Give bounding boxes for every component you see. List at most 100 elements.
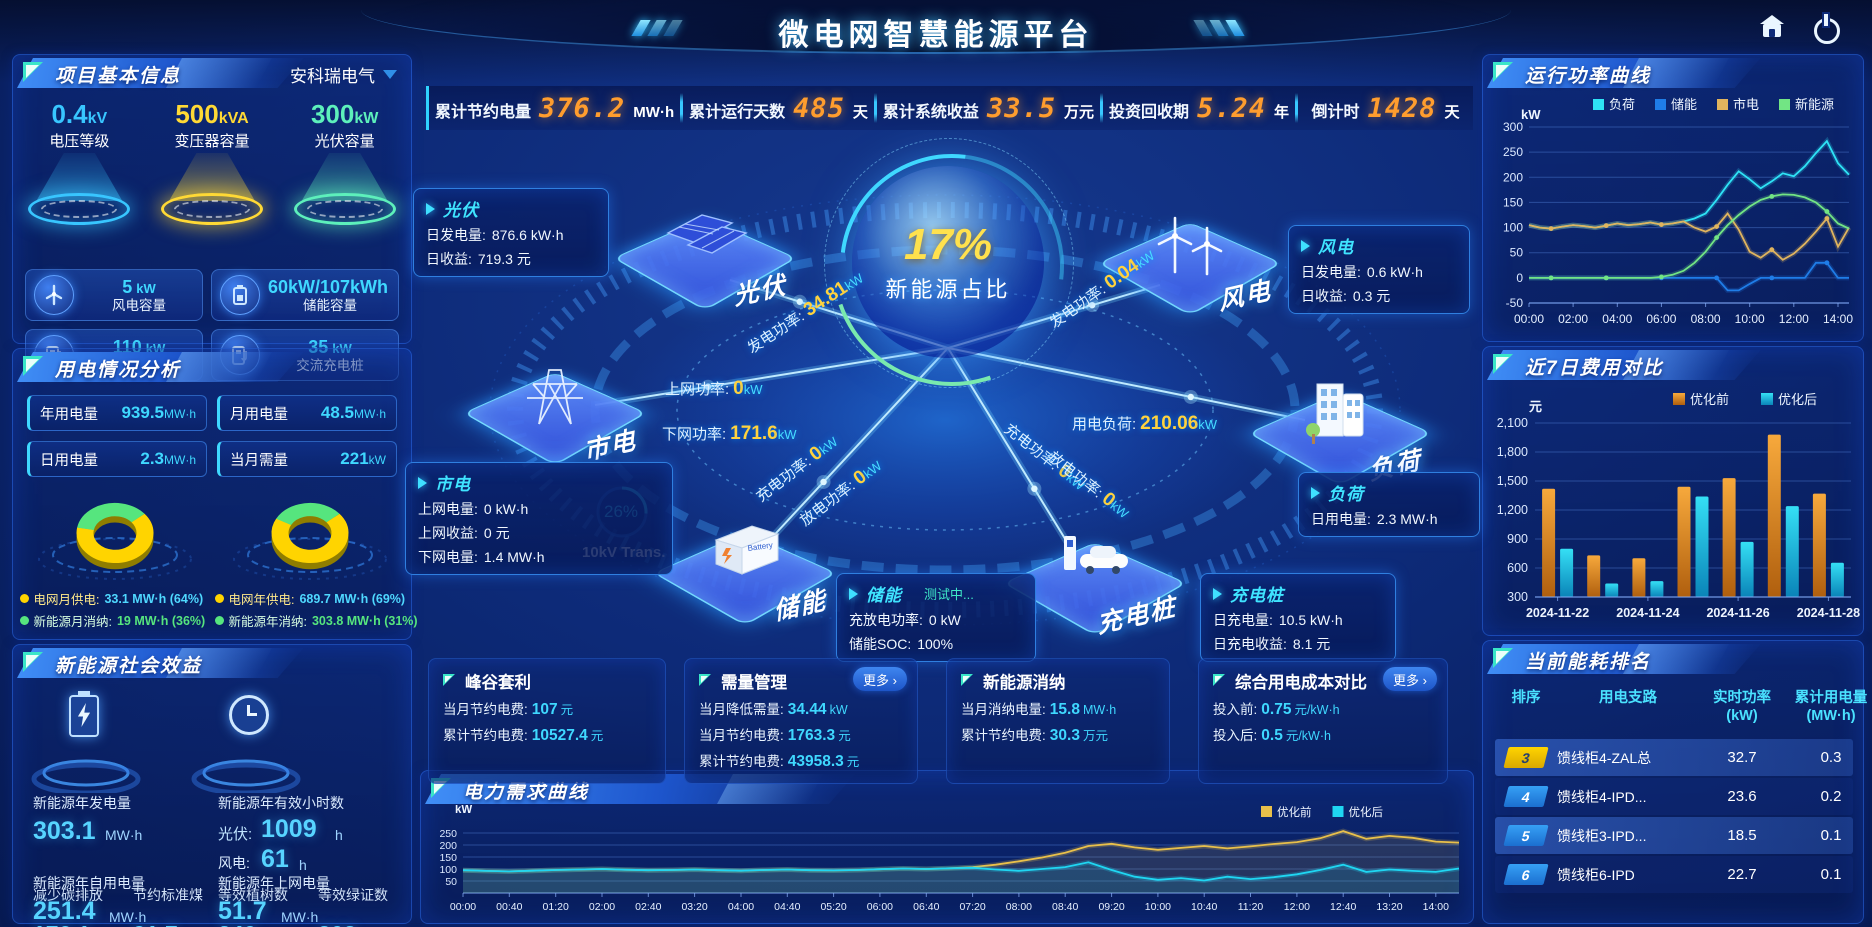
- page-title: 微电网智慧能源平台: [778, 19, 1094, 52]
- panel-title: 近7日费用对比: [1525, 358, 1664, 379]
- capacity-card: 60kW/107kWh 储能容量: [210, 269, 399, 321]
- branch-name: 馈线柜3-IPD...: [1557, 827, 1647, 844]
- info-row-value: 1.4 MW·h: [483, 549, 545, 565]
- usage-stat-value: 2.3MW·h: [140, 449, 196, 469]
- social-benefit-body: 新能源年发电量 303.1 MW·h 新能源年有效小时数 光伏: 1009 h 风电: 61 h 新…: [13, 681, 411, 927]
- kpi-value: 485: [793, 92, 845, 124]
- capacity-cones: 0.4kV 电压等级 500kVA 变压器容量 300kW 光伏容量: [13, 99, 411, 249]
- rank-badge: 5: [1503, 825, 1549, 847]
- table-row[interactable]: 5 馈线柜3-IPD... 18.5 0.1: [1495, 817, 1853, 855]
- chevron-right-icon: [418, 476, 427, 489]
- mini-row-label: 当月消纳电量:: [961, 702, 1046, 717]
- company-select[interactable]: 安科瑞电气: [290, 62, 397, 87]
- svg-text:14:00: 14:00: [1823, 312, 1853, 326]
- capacity-cone: 0.4kV 电压等级: [19, 99, 139, 249]
- info-row-value: 0 kW: [928, 612, 961, 628]
- panel-title: 运行功率曲线: [1525, 66, 1652, 87]
- mini-row-label: 累计节约电费:: [961, 728, 1046, 743]
- table-row[interactable]: 4 馈线柜4-IPD... 23.6 0.2: [1495, 778, 1853, 816]
- usage-stat-chip: 月用电量 48.5MW·h: [217, 395, 397, 431]
- flow-value: 210.06: [1140, 413, 1199, 434]
- usage-stat-unit: MW·h: [354, 407, 386, 421]
- panel-corner-icon: [443, 674, 457, 688]
- svg-text:10:00: 10:00: [1145, 901, 1171, 913]
- kpi-bar: 累计节约电量 376.2 MW·h 累计运行天数 485 天累计系统收益 33.5 万元 投资回…: [426, 86, 1473, 130]
- usage-donuts: 电网月供电: 33.1 MW·h (64%) 新能源月消纳: 19 MW·h (36%…: [17, 489, 418, 630]
- mini-row-unit: MW·h: [1082, 703, 1117, 717]
- donut-chart: 电网月供电: 33.1 MW·h (64%) 新能源月消纳: 19 MW·h (36%…: [19, 489, 210, 630]
- mini-row-label: 投入后:: [1213, 728, 1258, 743]
- total-energy: 0.1: [1820, 827, 1842, 845]
- svg-text:200: 200: [439, 840, 457, 852]
- mini-row-label: 累计节约电费:: [699, 754, 784, 769]
- new-energy-generation-icon: [69, 691, 99, 737]
- ranking-header: 排序 用电支路 实时功率 (kW) 累计用电量 (MW·h): [1495, 689, 1868, 725]
- power-icon[interactable]: [1808, 14, 1842, 44]
- flow-unit: kW: [743, 382, 763, 397]
- svg-text:04:00: 04:00: [1602, 312, 1632, 326]
- panel-corner-icon: [1493, 62, 1515, 84]
- mini-row-label: 投入前:: [1213, 702, 1258, 717]
- kpi-value: 5.24: [1197, 92, 1267, 124]
- chevron-right-icon: [1213, 587, 1222, 600]
- usage-stat-number: 2.3: [140, 449, 164, 468]
- cone-value-unit: kV: [87, 110, 108, 127]
- mini-panel-title: 综合用电成本对比: [1235, 674, 1367, 692]
- mini-panel-row: 累计节约电费: 30.3 万元: [961, 724, 1155, 745]
- svg-text:04:00: 04:00: [728, 901, 754, 913]
- status-badge: 测试中...: [924, 587, 974, 602]
- table-row[interactable]: 3 馈线柜4-ZAL总 32.7 0.3: [1495, 739, 1853, 777]
- run-power-chart: -50 0 50 100 150 200 250 300 kW 00:00 02:00 04:00 06…: [1483, 93, 1863, 337]
- more-button[interactable]: 更多 ›: [853, 667, 907, 691]
- social-stat-feed-label: 新能源年上网电量: [218, 875, 330, 891]
- energy-flow-diagram: 17%新能源占比26%10kV Trans.光伏风电市电Battery储能充电桩…: [400, 105, 1480, 662]
- info-row-label: 储能SOC:: [849, 636, 912, 652]
- kpi-label: 累计系统收益: [882, 103, 979, 121]
- social-stat-self-unit: MW·h: [109, 909, 147, 925]
- kpi-separator: [1099, 93, 1103, 123]
- social-stat-feed-value: 51.7: [218, 897, 267, 925]
- svg-text:08:40: 08:40: [1052, 901, 1078, 913]
- svg-text:12:00: 12:00: [1779, 312, 1809, 326]
- mini-panel-2: 需量管理 更多 › 当月降低需量: 34.44 kW 当月节约电费: 1763.3 元累计节约…: [684, 658, 918, 784]
- svg-text:10:00: 10:00: [1735, 312, 1765, 326]
- svg-text:04:40: 04:40: [774, 901, 800, 913]
- mini-panel-row: 当月消纳电量: 15.8 MW·h: [961, 698, 1155, 719]
- ranking-table: 排序 用电支路 实时功率 (kW) 累计用电量 (MW·h) 3 馈线柜4-ZAL总 32.7…: [1495, 689, 1868, 897]
- info-row-value: 100%: [917, 636, 954, 652]
- svg-text:-50: -50: [1506, 296, 1524, 310]
- svg-text:1,800: 1,800: [1497, 445, 1528, 459]
- mini-row-unit: 元: [846, 755, 860, 769]
- usage-stat-chip: 日用电量 2.3MW·h: [27, 441, 207, 477]
- info-box-title: 光伏: [443, 201, 479, 220]
- hours-pedestal: [191, 693, 301, 793]
- info-row-label: 日发电量:: [1301, 264, 1361, 280]
- social-stat-feed-unit: MW·h: [281, 909, 319, 925]
- mini-panel-row: 投入后: 0.5 元/kW·h: [1213, 724, 1433, 745]
- mini-row-unit: 元: [838, 729, 851, 743]
- capacity-cone: 300kW 光伏容量: [285, 99, 405, 249]
- mini-row-value: 107: [531, 701, 558, 718]
- info-box-row: 日充电收益: 8.1 元: [1213, 634, 1383, 654]
- table-row[interactable]: 6 馈线柜6-IPD 22.7 0.1: [1495, 856, 1853, 894]
- svg-text:150: 150: [1503, 195, 1523, 209]
- kpi-unit: 天: [1444, 103, 1460, 121]
- svg-text:00:00: 00:00: [1514, 312, 1544, 326]
- branch-name: 馈线柜4-IPD...: [1557, 788, 1647, 805]
- chevron-right-icon: [1301, 239, 1310, 252]
- social-stat-gen-label: 新能源年发电量: [33, 795, 131, 811]
- ranking-col-header: 累计用电量 (MW·h): [1785, 689, 1872, 725]
- more-button[interactable]: 更多 ›: [1383, 667, 1437, 691]
- panel-title: 用电情况分析: [55, 360, 182, 381]
- capacity-card-text: 60kW/107kWh 储能容量: [268, 277, 392, 313]
- top-bar: 微电网智慧能源平台: [0, 0, 1872, 54]
- title-decoration-right: [1170, 20, 1245, 36]
- cone-value-number: 500: [175, 99, 219, 129]
- home-icon[interactable]: [1756, 14, 1790, 44]
- usage-stat-value: 939.5MW·h: [121, 403, 196, 423]
- svg-text:kW: kW: [455, 805, 472, 816]
- capacity-label: 风电容量: [111, 297, 166, 313]
- social-stat-coal-label: 节约标准煤: [133, 887, 203, 903]
- legend-label: 电网年供电:: [228, 593, 295, 607]
